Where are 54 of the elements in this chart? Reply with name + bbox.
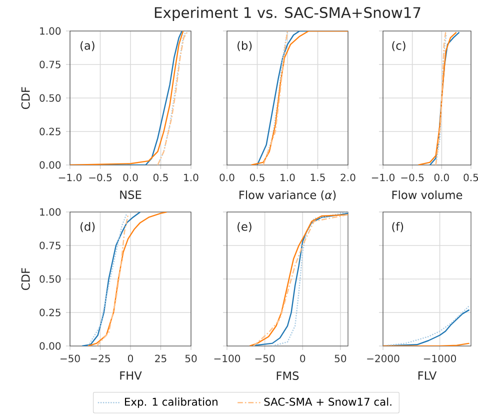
x-tick-label: −50 <box>255 354 275 362</box>
x-tick-label: 1.0 <box>280 174 295 182</box>
annotation: (a) <box>80 41 94 52</box>
x-axis-title: Flow volume <box>392 190 462 200</box>
x-axis-title: FMS <box>276 371 299 380</box>
x-tick-label: 1.5 <box>310 174 325 182</box>
annotation: (b) <box>238 41 252 52</box>
x-tick-label: −1.0 <box>58 174 82 182</box>
legend-label: Exp. 1 calibration <box>125 398 218 408</box>
x-axis-title: NSE <box>120 190 142 199</box>
legend-label: SAC-SMA + Snow17 cal. <box>264 398 392 406</box>
line-series <box>96 214 129 346</box>
x-tick-label: 0.0 <box>220 174 234 182</box>
x-axis-title: FLV <box>418 371 437 380</box>
x-tick-label: −1.0 <box>372 174 394 182</box>
x-axis-title: FHV <box>120 371 142 380</box>
x-tick-label: 1.0 <box>184 174 198 182</box>
annotation: (f) <box>392 222 404 232</box>
x-tick-label: 0 <box>128 354 134 362</box>
x-tick-label: 50 <box>334 354 346 362</box>
x-tick-label: −0.5 <box>401 174 424 182</box>
x-tick-label: −1000 <box>424 354 456 362</box>
y-tick-label: 0.75 <box>40 242 60 250</box>
annotation: (d) <box>80 222 95 232</box>
y-tick-label: 1.00 <box>40 208 61 216</box>
x-axis-title: Flow variance (α) <box>240 190 336 201</box>
chart-title: Experiment 1 vs. SAC-SMA+Snow17 <box>154 6 420 21</box>
y-axis-title: CDF <box>21 268 30 290</box>
x-tick-label: 0.5 <box>250 174 264 182</box>
x-tick-label: −100 <box>214 354 240 362</box>
y-tick-label: 0.00 <box>40 161 61 169</box>
y-tick-label: 0.00 <box>40 342 61 350</box>
x-tick-label: −50 <box>60 354 80 362</box>
x-tick-label: 0.0 <box>434 174 449 182</box>
y-axis-title: CDF <box>21 87 30 109</box>
annotation: (e) <box>238 222 252 232</box>
line-series <box>82 212 141 346</box>
x-tick-label: 0 <box>300 354 306 362</box>
y-tick-label: 0.25 <box>40 308 60 316</box>
x-tick-label: −25 <box>90 354 110 362</box>
x-tick-label: 0.5 <box>153 174 168 182</box>
x-tick-label: 0.0 <box>123 174 138 182</box>
x-tick-label: 25 <box>155 354 166 362</box>
y-tick-label: 0.25 <box>40 128 60 136</box>
annotation: (c) <box>392 41 406 52</box>
y-tick-label: 0.75 <box>40 60 60 68</box>
y-tick-label: 0.50 <box>40 275 61 283</box>
y-tick-label: 1.00 <box>40 27 61 35</box>
y-tick-label: 0.50 <box>40 94 61 102</box>
x-tick-label: −2000 <box>367 354 400 362</box>
x-tick-label: −0.5 <box>89 174 112 182</box>
x-tick-label: 50 <box>185 354 197 362</box>
x-tick-label: 2.0 <box>340 174 356 182</box>
x-tick-label: 0.5 <box>464 174 478 182</box>
